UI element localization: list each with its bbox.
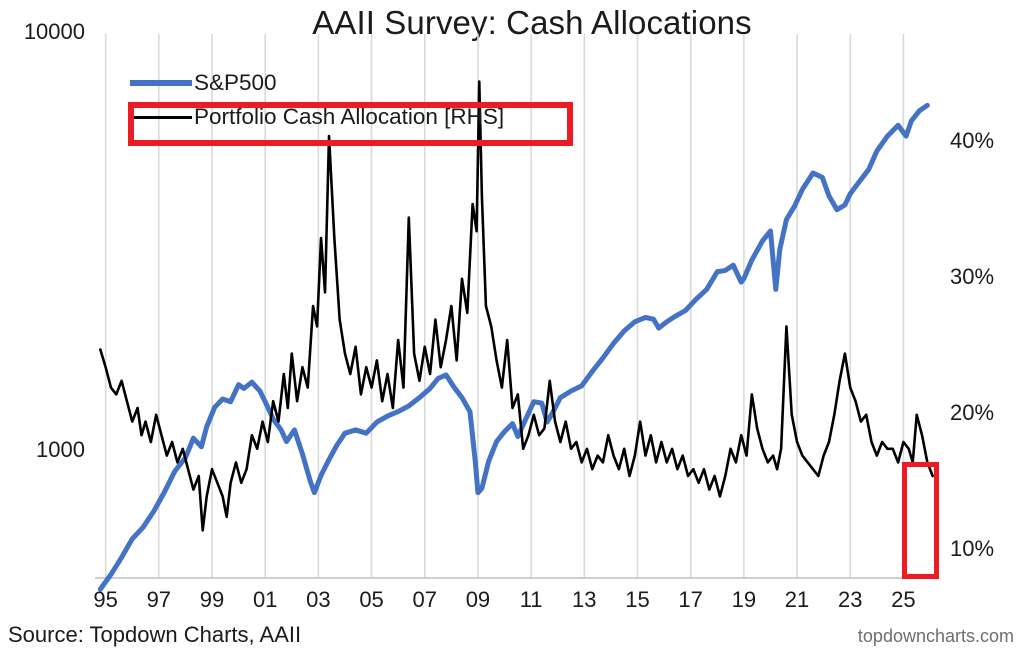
x-axis-tick-label: 03	[306, 587, 331, 612]
watermark: topdowncharts.com	[857, 626, 1014, 646]
x-axis-tick-label: 99	[199, 587, 225, 612]
x-axis-tick-label: 15	[625, 587, 650, 612]
y-axis-right-tick-label: 20%	[950, 399, 995, 425]
y-axis-right-tick-label: 40%	[950, 127, 995, 153]
x-axis-tick-label: 95	[93, 587, 118, 612]
x-axis-tick-label: 19	[731, 587, 757, 612]
y-axis-left-tick-label: 1000	[36, 437, 85, 463]
legend-label-sp500: S&P500	[194, 69, 277, 95]
x-axis-tick-label: 17	[678, 587, 703, 612]
x-axis-tick-label: 09	[465, 587, 491, 612]
x-axis-tick-label: 01	[252, 587, 278, 612]
x-axis-tick-label: 11	[519, 587, 543, 612]
x-axis-tick-label: 97	[146, 587, 172, 612]
source-note: Source: Topdown Charts, AAII	[8, 622, 302, 647]
x-axis-tick-label: 23	[837, 587, 863, 612]
x-axis-tick-label: 13	[572, 587, 597, 612]
chart-legend: S&P500 Portfolio Cash Allocation [RHS]	[130, 66, 580, 134]
x-axis-tick-label: 07	[412, 587, 437, 612]
x-axis-tick-label: 21	[784, 587, 810, 612]
series-highlight-box	[902, 462, 939, 579]
series-line-cash-allocation	[99, 80, 934, 532]
legend-swatch-line-icon	[130, 115, 192, 119]
x-axis-tick-label: 25	[891, 587, 916, 612]
legend-item-cash-allocation[interactable]: Portfolio Cash Allocation [RHS]	[130, 100, 580, 134]
series-line-sp500	[97, 102, 930, 592]
series-group	[97, 80, 934, 592]
y-axis-right-tick-label: 10%	[950, 535, 995, 561]
y-axis-right-tick-label: 30%	[950, 263, 995, 289]
chart-title: AAII Survey: Cash Allocations	[312, 4, 752, 41]
legend-label-cash-allocation: Portfolio Cash Allocation [RHS]	[194, 103, 505, 129]
x-axis-tick-label: 05	[359, 587, 384, 612]
legend-item-sp500[interactable]: S&P500	[130, 66, 580, 100]
legend-highlight-box	[128, 102, 573, 146]
y-axis-left-tick-label: 10000	[23, 19, 85, 44]
legend-swatch-line-icon	[130, 80, 192, 86]
